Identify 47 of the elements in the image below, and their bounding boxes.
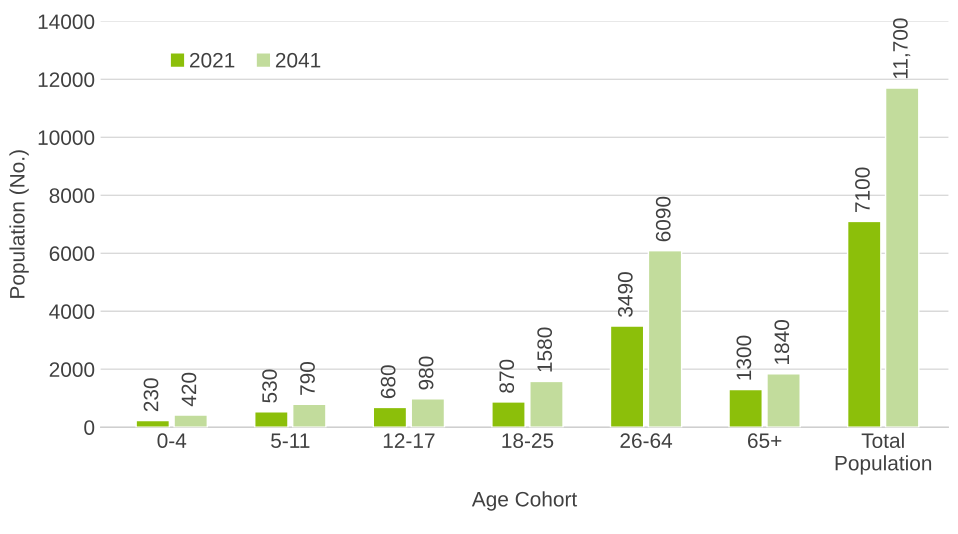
- data-label: 530: [262, 370, 277, 403]
- bar: [529, 380, 564, 428]
- y-tick-label: 4000: [49, 304, 94, 319]
- data-label: 870: [499, 360, 514, 393]
- data-label: 1840: [774, 320, 790, 364]
- x-tick-label: Total Population: [836, 432, 932, 475]
- y-tick-label: 12000: [38, 72, 94, 88]
- bar: [135, 420, 170, 428]
- bar: [610, 325, 644, 428]
- x-tick-label: 12-17: [384, 433, 434, 448]
- data-label: 11,700: [893, 18, 910, 78]
- data-label: 980: [418, 356, 434, 390]
- x-axis-title: Age Cohort: [472, 491, 578, 511]
- y-tick-label: 14000: [38, 14, 94, 30]
- data-label: 6090: [656, 196, 671, 242]
- data-label: 790: [300, 362, 315, 395]
- bar: [648, 250, 682, 428]
- bar: [410, 398, 446, 428]
- y-tick-label: 0: [84, 420, 94, 435]
- y-axis-title: Population (No.): [9, 150, 29, 298]
- bar: [292, 404, 327, 428]
- x-tick-label: 0-4: [157, 433, 186, 448]
- data-label: 680: [380, 365, 396, 398]
- bar: [846, 220, 882, 428]
- x-tick-label: 5-11: [271, 434, 310, 448]
- y-tick-label: 6000: [50, 246, 94, 262]
- bar: [173, 414, 208, 428]
- data-label: 1580: [537, 328, 552, 372]
- bar: [884, 87, 920, 428]
- data-label: 420: [182, 372, 196, 406]
- y-tick-label: 2000: [50, 362, 94, 377]
- legend-label: 2021: [190, 52, 234, 68]
- x-tick-label: 65+: [748, 433, 782, 448]
- legend-label: 2041: [276, 52, 320, 68]
- y-tick-label: 10000: [38, 130, 94, 146]
- y-tick-label: 8000: [50, 188, 94, 204]
- bar: [254, 411, 289, 428]
- x-tick-label: 26-64: [620, 433, 672, 448]
- bar: [766, 373, 801, 428]
- bar: [728, 388, 763, 428]
- bar: [491, 401, 526, 428]
- data-label: 230: [144, 378, 158, 412]
- data-label: 7100: [855, 168, 870, 212]
- data-label: 3490: [618, 272, 633, 317]
- data-label: 1300: [736, 336, 752, 380]
- x-tick-label: 18-25: [502, 433, 554, 448]
- bar: [372, 406, 408, 428]
